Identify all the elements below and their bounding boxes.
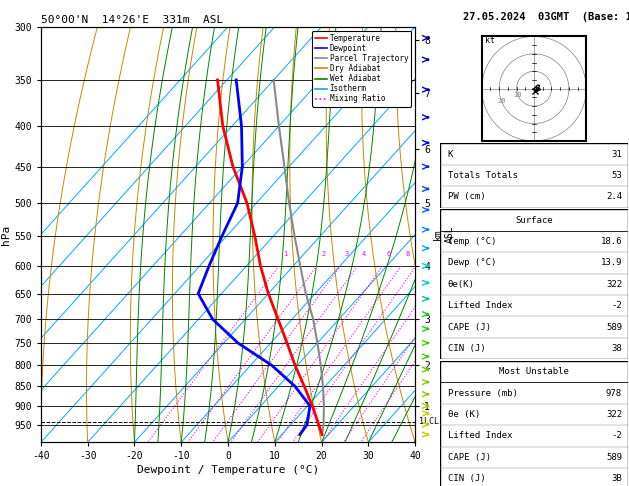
- Legend: Temperature, Dewpoint, Parcel Trajectory, Dry Adiabat, Wet Adiabat, Isotherm, Mi: Temperature, Dewpoint, Parcel Trajectory…: [312, 31, 411, 106]
- Text: 53: 53: [611, 171, 622, 180]
- Text: CAPE (J): CAPE (J): [448, 323, 491, 331]
- X-axis label: Dewpoint / Temperature (°C): Dewpoint / Temperature (°C): [137, 466, 319, 475]
- Text: 50°00'N  14°26'E  331m  ASL: 50°00'N 14°26'E 331m ASL: [41, 15, 223, 25]
- Text: 18.6: 18.6: [601, 237, 622, 246]
- Text: PW (cm): PW (cm): [448, 192, 486, 201]
- Text: 3B: 3B: [611, 474, 622, 483]
- Text: 8: 8: [405, 251, 409, 257]
- Text: 589: 589: [606, 323, 622, 331]
- Text: Most Unstable: Most Unstable: [499, 367, 569, 376]
- Text: Lifted Index: Lifted Index: [448, 301, 512, 310]
- Text: 4: 4: [362, 251, 366, 257]
- Text: 978: 978: [606, 389, 622, 398]
- Text: 322: 322: [606, 280, 622, 289]
- Y-axis label: hPa: hPa: [1, 225, 11, 244]
- Text: 27.05.2024  03GMT  (Base: 18): 27.05.2024 03GMT (Base: 18): [463, 12, 629, 22]
- Text: Dewp (°C): Dewp (°C): [448, 259, 496, 267]
- Text: Surface: Surface: [515, 216, 553, 225]
- Text: Temp (°C): Temp (°C): [448, 237, 496, 246]
- Text: Totals Totals: Totals Totals: [448, 171, 518, 180]
- Text: 1: 1: [283, 251, 287, 257]
- Text: 1LCL: 1LCL: [419, 417, 439, 426]
- Text: -2: -2: [611, 301, 622, 310]
- Text: θe(K): θe(K): [448, 280, 475, 289]
- Text: -2: -2: [611, 432, 622, 440]
- Text: 2.4: 2.4: [606, 192, 622, 201]
- Text: 3: 3: [345, 251, 348, 257]
- Text: 38: 38: [611, 344, 622, 353]
- Text: 10: 10: [513, 92, 522, 98]
- Text: K: K: [448, 150, 453, 158]
- Text: Lifted Index: Lifted Index: [448, 432, 512, 440]
- Text: 6: 6: [387, 251, 391, 257]
- Text: CIN (J): CIN (J): [448, 474, 486, 483]
- Text: CAPE (J): CAPE (J): [448, 453, 491, 462]
- Text: 31: 31: [611, 150, 622, 158]
- Text: 322: 322: [606, 410, 622, 419]
- Text: 2: 2: [321, 251, 325, 257]
- Text: 13.9: 13.9: [601, 259, 622, 267]
- Text: 589: 589: [606, 453, 622, 462]
- Text: θe (K): θe (K): [448, 410, 480, 419]
- Text: Pressure (mb): Pressure (mb): [448, 389, 518, 398]
- Text: 20: 20: [497, 98, 506, 104]
- Text: CIN (J): CIN (J): [448, 344, 486, 353]
- Y-axis label: km
ASL: km ASL: [433, 226, 454, 243]
- Text: kt: kt: [485, 36, 495, 45]
